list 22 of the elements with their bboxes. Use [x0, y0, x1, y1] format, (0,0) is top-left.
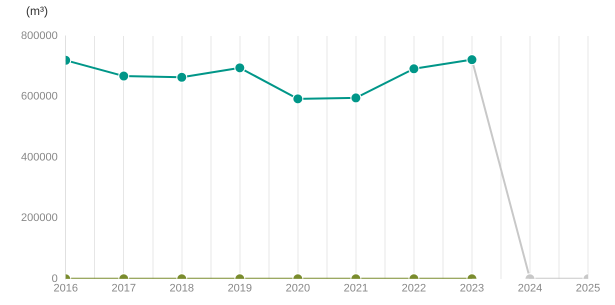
x-tick-label: 2016	[53, 282, 78, 294]
x-tick-label: 2025	[576, 282, 600, 294]
y-tick-label: 200000	[20, 212, 58, 224]
x-tick-label: 2021	[344, 282, 368, 294]
y-tick-label: 600000	[20, 90, 58, 103]
x-tick-label: 2019	[228, 282, 252, 294]
x-tick-label: 2018	[170, 282, 194, 294]
x-tick-label: 2023	[460, 282, 484, 294]
x-tick-label: 2017	[111, 282, 136, 294]
y-tick-label: 400000	[20, 151, 58, 164]
y-axis-title: (m³)	[26, 4, 48, 18]
point	[118, 70, 130, 82]
point	[176, 72, 188, 83]
point	[292, 93, 304, 104]
x-tick-label: 2024	[518, 282, 542, 294]
x-tick-label: 2020	[286, 282, 310, 294]
y-tick-label: 800000	[20, 30, 58, 42]
point	[408, 63, 420, 74]
point	[350, 92, 362, 104]
y-tick-label: 0	[52, 272, 58, 285]
x-tick-label: 2022	[402, 282, 426, 294]
point	[234, 62, 246, 74]
